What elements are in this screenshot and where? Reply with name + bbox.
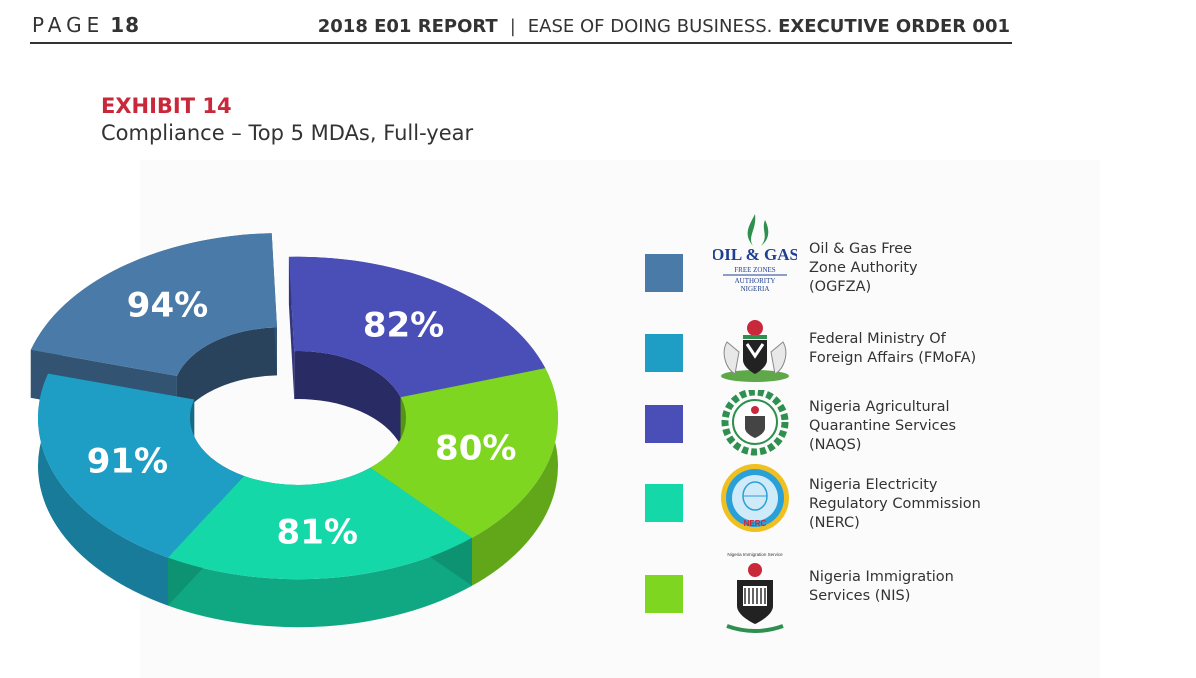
header-separator: | <box>509 16 516 37</box>
ogfza-logo-text: OIL & GAS <box>713 245 797 264</box>
nerc-seal-text: NERC <box>744 519 767 528</box>
legend-swatch <box>645 484 683 522</box>
donut-slice-top <box>288 256 546 398</box>
ogfza-logo-sub2: AUTHORITY <box>735 277 776 285</box>
donut-slice-inner-wall <box>294 351 401 446</box>
legend-label: Nigeria Agricultural Quarantine Services… <box>809 399 957 453</box>
nis-crest-icon: Nigeria Immigration Service <box>726 552 784 633</box>
ogfza-logo-icon: OIL & GAS FREE ZONES AUTHORITY NIGERIA <box>713 214 797 293</box>
page-header: PAGE 18 2018 E01 REPORT | EASE OF DOING BUS… <box>30 8 1012 44</box>
naqs-emblem-icon <box>721 390 789 456</box>
legend-item-fmofa: Federal Ministry Of Foreign Affairs (FMo… <box>645 320 1045 406</box>
legend-swatch <box>645 334 683 372</box>
nerc-seal-icon: NERC <box>721 464 789 532</box>
donut-slice-inner-wall <box>176 327 277 424</box>
legend-item-naqs: Nigeria Agricultural Quarantine Services… <box>645 390 1045 478</box>
legend-label: Nigeria Immigration Services (NIS) <box>809 569 954 604</box>
donut-data-label: 91% <box>87 442 168 482</box>
nis-crest-caption: Nigeria Immigration Service <box>727 552 783 557</box>
donut-data-label: 81% <box>277 512 358 552</box>
legend-item-ogfza: OIL & GAS FREE ZONES AUTHORITY NIGERIA O… <box>645 214 1045 312</box>
ogfza-logo-sub3: NIGERIA <box>741 285 770 293</box>
legend-item-nis: Nigeria Immigration Service Nigeria Immi… <box>645 552 1045 646</box>
donut-chart: 94% 82% 80% 81% 91% <box>30 233 558 628</box>
legend-label: Federal Ministry Of Foreign Affairs (FMo… <box>809 331 977 366</box>
legend-label: Nigeria Electricity Regulatory Commissio… <box>809 477 981 531</box>
legend-swatch <box>645 405 683 443</box>
donut-slice-side <box>168 537 472 628</box>
exhibit-title: Compliance – Top 5 MDAs, Full-year <box>101 121 474 145</box>
page-number: 18 <box>110 13 141 37</box>
donut-data-label: 82% <box>363 306 444 346</box>
report-order: EXECUTIVE ORDER 001 <box>778 16 1010 37</box>
donut-slice-top <box>38 373 244 558</box>
report-name: 2018 E01 REPORT <box>317 16 498 37</box>
donut-data-label: 94% <box>127 285 208 325</box>
donut-slice-top <box>370 368 558 538</box>
donut-slice-side <box>38 373 168 606</box>
donut-slice-side <box>471 368 558 586</box>
ogfza-logo-sub1: FREE ZONES <box>734 266 776 274</box>
donut-slice-cap <box>288 256 295 400</box>
legend-swatch <box>645 254 683 292</box>
coat-of-arms-icon <box>721 320 789 382</box>
page-word: PAGE <box>32 13 105 37</box>
chart-legend: OIL & GAS FREE ZONES AUTHORITY NIGERIA O… <box>645 0 1045 678</box>
report-title: 2018 E01 REPORT | EASE OF DOING BUSINESS. … <box>318 16 1010 37</box>
donut-data-label: 80% <box>435 429 516 469</box>
donut-slice-top <box>30 233 277 376</box>
legend-label: Oil & Gas Free Zone Authority (OGFZA) <box>809 241 918 295</box>
page-indicator: PAGE 18 <box>32 13 140 37</box>
legend-swatch <box>645 575 683 613</box>
report-subject: EASE OF DOING BUSINESS. <box>527 16 773 37</box>
donut-slice-top <box>168 467 472 580</box>
exhibit-label: EXHIBIT 14 <box>101 94 232 118</box>
legend-item-nerc: NERC Nigeria Electricity Regulatory Comm… <box>645 464 1045 554</box>
